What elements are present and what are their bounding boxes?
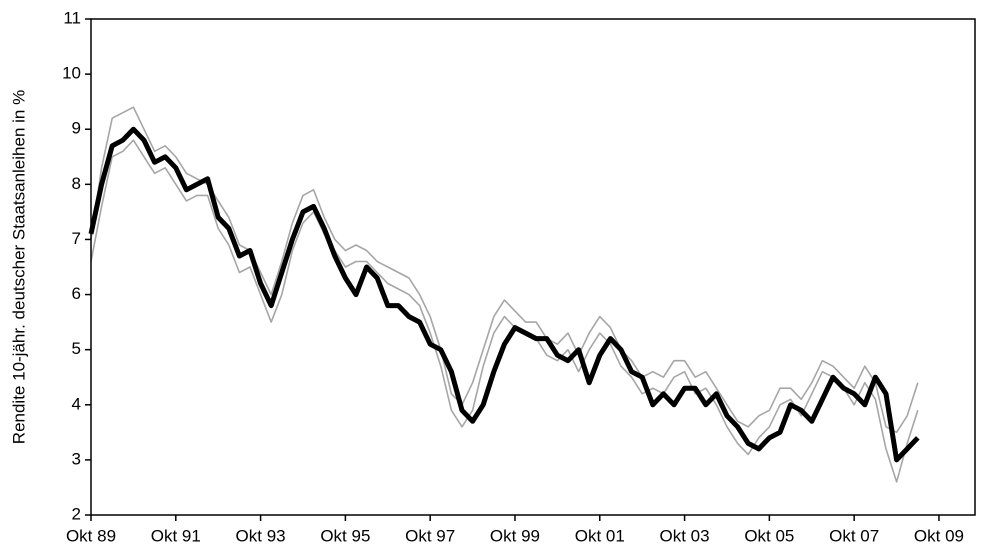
y-tick-label: 9 <box>72 119 81 138</box>
x-tick-label: Okt 09 <box>914 526 964 545</box>
plot-frame <box>90 18 976 516</box>
series-line <box>90 106 919 434</box>
y-axis-label: Rendite 10-jähr. deutscher Staatsanleihe… <box>9 90 28 444</box>
x-tick-label: Okt 95 <box>320 526 370 545</box>
x-tick-label: Okt 97 <box>405 526 455 545</box>
y-tick-label: 4 <box>72 394 81 413</box>
y-tick-label: 8 <box>72 174 81 193</box>
x-tick-label: Okt 01 <box>575 526 625 545</box>
y-tick-label: 6 <box>72 284 81 303</box>
y-tick-label: 3 <box>72 449 81 468</box>
y-tick-label: 2 <box>72 504 81 523</box>
y-tick-label: 5 <box>72 339 81 358</box>
x-tick-label: Okt 05 <box>744 526 794 545</box>
y-tick-label: 11 <box>63 8 81 27</box>
x-tick-label: Okt 07 <box>829 526 879 545</box>
x-tick-label: Okt 91 <box>151 526 201 545</box>
series-line <box>88 126 920 463</box>
y-tick-label: 10 <box>62 64 81 83</box>
x-tick-label: Okt 93 <box>236 526 286 545</box>
x-tick-label: Okt 89 <box>66 526 116 545</box>
series-line <box>90 139 919 483</box>
y-tick-label: 7 <box>72 229 81 248</box>
x-tick-label: Okt 03 <box>660 526 710 545</box>
x-tick-label: Okt 99 <box>490 526 540 545</box>
